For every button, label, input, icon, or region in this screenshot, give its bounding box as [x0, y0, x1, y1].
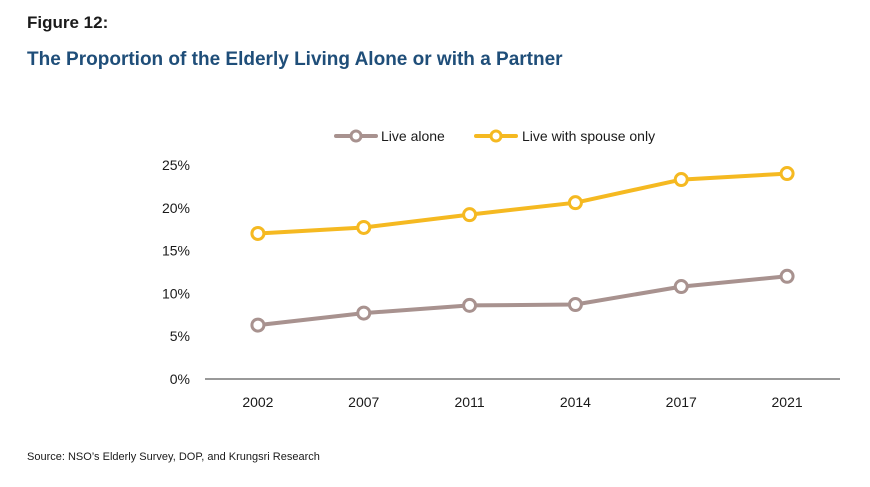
- legend-item: Live alone: [334, 128, 445, 144]
- y-tick-label: 25%: [162, 157, 190, 173]
- legend: Live alone Live with spouse only: [334, 128, 655, 144]
- y-tick-label: 15%: [162, 243, 190, 259]
- x-tick-label: 2021: [772, 394, 803, 410]
- data-point: [250, 225, 266, 241]
- series-live-with-spouse-only: [250, 166, 795, 241]
- x-tick-label: 2011: [455, 394, 485, 410]
- x-tick-label: 2017: [666, 394, 697, 410]
- data-point: [567, 297, 583, 313]
- legend-item: Live with spouse only: [474, 128, 655, 144]
- legend-label: Live with spouse only: [522, 128, 655, 144]
- legend-swatch-marker: [349, 129, 363, 143]
- legend-label: Live alone: [381, 128, 445, 144]
- data-point: [462, 297, 478, 313]
- y-axis: 0% 5% 10% 15% 20% 25%: [162, 157, 190, 387]
- data-point: [567, 195, 583, 211]
- x-tick-label: 2007: [348, 394, 379, 410]
- chart-title: The Proportion of the Elderly Living Alo…: [27, 49, 563, 70]
- y-tick-label: 20%: [162, 200, 190, 216]
- source-note: Source: NSO’s Elderly Survey, DOP, and K…: [27, 451, 320, 463]
- data-point: [673, 279, 689, 295]
- data-point: [356, 219, 372, 235]
- y-tick-label: 5%: [170, 328, 190, 344]
- data-point: [673, 172, 689, 188]
- series-live-alone: [250, 268, 795, 333]
- data-point: [356, 305, 372, 321]
- y-tick-label: 0%: [170, 371, 190, 387]
- legend-swatch-marker: [489, 129, 503, 143]
- series-line: [255, 274, 790, 328]
- y-tick-label: 10%: [162, 285, 190, 301]
- x-tick-label: 2014: [560, 394, 591, 410]
- figure-label: Figure 12:: [27, 13, 109, 32]
- series-group: [250, 166, 795, 333]
- data-point: [462, 207, 478, 223]
- series-line: [255, 171, 790, 236]
- data-point: [779, 166, 795, 182]
- data-point: [779, 268, 795, 284]
- x-tick-label: 2002: [242, 394, 273, 410]
- data-point: [250, 317, 266, 333]
- x-axis: 2002 2007 2011 2014 2017 2021: [205, 378, 840, 410]
